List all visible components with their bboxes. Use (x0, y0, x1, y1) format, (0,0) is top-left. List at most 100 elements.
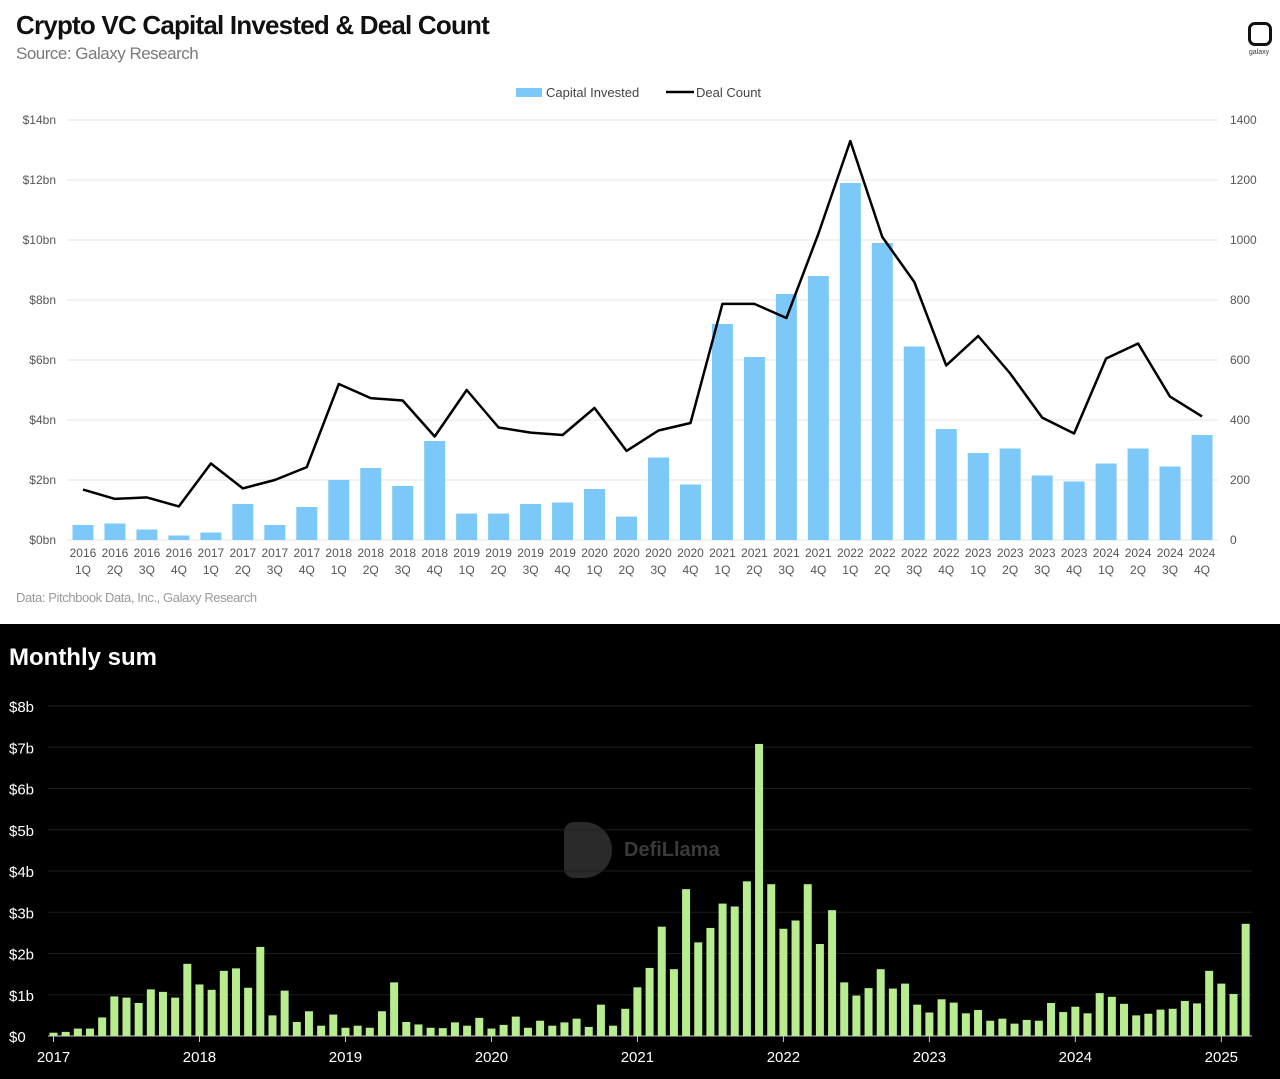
monthly-sum-bar (986, 1020, 995, 1036)
monthly-sum-bar (268, 1015, 277, 1036)
monthly-sum-bar (694, 942, 703, 1036)
capital-invested-bar (1191, 435, 1213, 540)
x-tick-year: 2019 (485, 546, 512, 560)
capital-invested-bar (679, 484, 701, 540)
x-tick-year: 2016 (134, 546, 161, 560)
x-tick-year: 2017 (198, 546, 225, 560)
x-tick-year: 2020 (645, 546, 672, 560)
y-tick-label: $7b (9, 740, 34, 757)
monthly-sum-bar (219, 970, 228, 1036)
monthly-sum-bar (596, 1004, 605, 1036)
monthly-sum-bar (1229, 993, 1238, 1036)
monthly-sum-bar (122, 997, 131, 1036)
monthly-sum-bar (377, 1011, 386, 1036)
x-tick-year: 2020 (613, 546, 640, 560)
y-tick-label: $0 (9, 1029, 26, 1046)
monthly-sum-bar (450, 1022, 459, 1036)
monthly-sum-bar (1144, 1013, 1153, 1036)
x-tick-year: 2023 (1061, 546, 1088, 560)
y-tick-label: $6b (9, 782, 34, 799)
x-tick-quarter: 1Q (331, 563, 347, 577)
x-tick-year: 2017 (261, 546, 288, 560)
x-tick-year: 2018 (389, 546, 416, 560)
monthly-sum-bar (852, 995, 861, 1036)
x-tick-quarter: 3Q (267, 563, 283, 577)
chart-footnote: Data: Pitchbook Data, Inc., Galaxy Resea… (16, 590, 257, 605)
left-axis-tick-label: $10bn (23, 233, 56, 247)
capital-invested-bar (1127, 448, 1149, 540)
monthly-sum-bar (767, 884, 776, 1036)
capital-invested-bar (1159, 466, 1181, 540)
monthly-sum-bar (645, 967, 654, 1036)
monthly-sum-bar (1205, 970, 1214, 1036)
monthly-sum-bar (523, 1027, 532, 1036)
capital-invested-bar (1031, 475, 1053, 540)
x-tick-year: 2022 (933, 546, 960, 560)
x-tick-year: 2019 (517, 546, 544, 560)
monthly-sum-bar (365, 1027, 374, 1036)
capital-invested-bar (520, 504, 542, 540)
x-tick-quarter: 3Q (395, 563, 411, 577)
monthly-sum-bar (791, 920, 800, 1036)
x-tick-quarter: 4Q (299, 563, 315, 577)
capital-invested-bar (711, 324, 733, 540)
monthly-sum-bar (1168, 1008, 1177, 1036)
legend-capital-swatch (516, 88, 542, 97)
x-tick-year: 2024 (1125, 546, 1152, 560)
monthly-sum-bar (231, 968, 240, 1036)
monthly-sum-bar (1083, 1013, 1092, 1036)
monthly-sum-bar (1120, 1003, 1129, 1036)
monthly-sum-bar (1180, 1000, 1189, 1036)
x-tick-quarter: 1Q (75, 563, 91, 577)
monthly-sum-bar (1217, 983, 1226, 1036)
capital-invested-bar (168, 535, 190, 540)
left-axis-tick-label: $4bn (29, 413, 56, 427)
x-tick-quarter: 1Q (714, 563, 730, 577)
monthly-sum-bar (292, 1021, 301, 1036)
monthly-sum-bar (353, 1025, 362, 1036)
monthly-sum-bar (475, 1017, 484, 1036)
monthly-sum-chart: $0 $1b $2b $3b $4b $5b $6b $7b $8b 2017 2018 2019 20… (9, 699, 1252, 1066)
x-tick-quarter: 3Q (650, 563, 666, 577)
x-tick-year: 2021 (773, 546, 800, 560)
capital-invested-bar (647, 457, 669, 540)
monthly-sum-bar (742, 881, 751, 1036)
monthly-sum-bar (1034, 1020, 1043, 1036)
y-tick-label: $4b (9, 864, 34, 881)
x-tick-year: 2023 (965, 546, 992, 560)
capital-invested-bar (584, 489, 606, 540)
capital-invested-bar (839, 183, 861, 540)
deal-count-line (82, 139, 1203, 508)
monthly-sum-bar (682, 889, 691, 1036)
monthly-sum-bar (280, 990, 289, 1036)
capital-invested-bar (360, 468, 382, 540)
monthly-sum-bar (864, 988, 873, 1036)
left-axis-tick-label: $14bn (23, 113, 56, 127)
x-tick-label: 2024 (1059, 1049, 1092, 1066)
x-tick-year: 2018 (357, 546, 384, 560)
y-tick-label: $8b (9, 699, 34, 716)
monthly-sum-bar (560, 1022, 569, 1036)
chart-title: Crypto VC Capital Invested & Deal Count (16, 10, 490, 40)
capital-invested-bar (296, 507, 318, 540)
monthly-sum-bar (317, 1025, 326, 1036)
monthly-sum-bar (633, 987, 642, 1036)
x-tick-quarter: 2Q (1130, 563, 1146, 577)
x-tick-year: 2018 (421, 546, 448, 560)
monthly-sum-bar (1132, 1015, 1141, 1036)
x-tick-year: 2017 (293, 546, 320, 560)
llama-icon (564, 822, 612, 878)
y-tick-label: $5b (9, 823, 34, 840)
capital-invested-bar (967, 453, 989, 540)
monthly-sum-bar (1010, 1023, 1019, 1036)
monthly-chart-title: Monthly sum (9, 644, 157, 671)
x-tick-quarter: 1Q (459, 563, 475, 577)
left-axis-tick-label: $0bn (29, 533, 56, 547)
x-tick-year: 2022 (901, 546, 928, 560)
capital-invested-bar (1063, 481, 1085, 540)
capital-invested-bar (136, 529, 158, 540)
x-tick-year: 2016 (70, 546, 97, 560)
monthly-sum-bar (487, 1028, 496, 1036)
capital-invested-bar (392, 486, 414, 540)
x-tick-year: 2016 (102, 546, 129, 560)
